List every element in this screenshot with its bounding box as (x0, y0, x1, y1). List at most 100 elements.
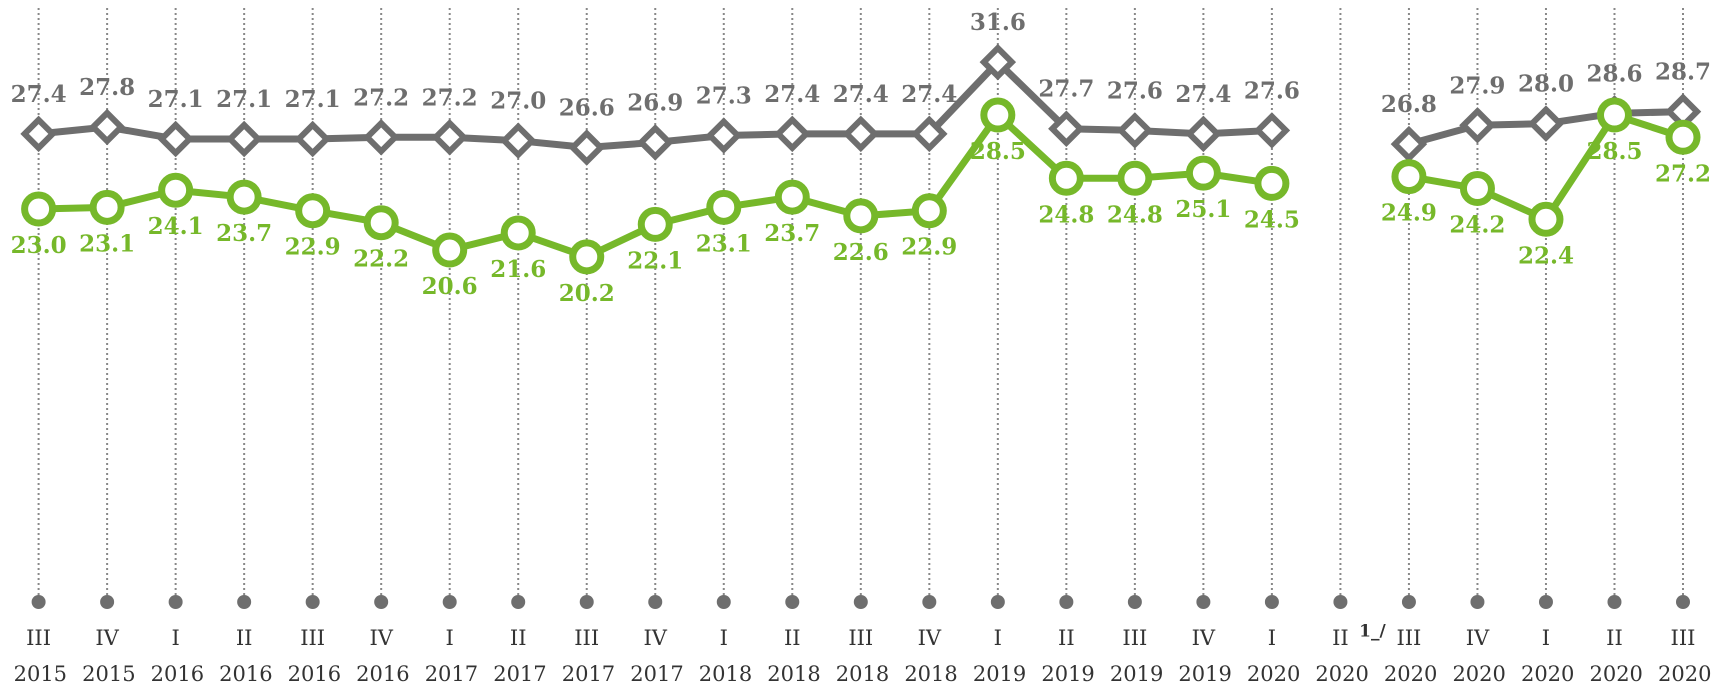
marker (225, 120, 263, 158)
data-label: 20.6 (422, 273, 478, 300)
marker (1254, 165, 1290, 201)
data-label: 23.1 (79, 230, 135, 257)
x-tick-label: II 2020 (1315, 626, 1369, 686)
marker (911, 193, 947, 229)
marker (1253, 112, 1291, 149)
marker (980, 97, 1016, 133)
x-tick-label: II 2017 (493, 626, 547, 686)
data-label: 27.3 (696, 83, 752, 110)
data-label: 27.4 (11, 81, 67, 108)
guide-dot (31, 595, 46, 609)
x-tick-label: IV 2020 (1452, 626, 1506, 686)
data-label: 24.9 (1381, 200, 1437, 227)
data-label: 26.9 (627, 89, 683, 116)
marker (294, 120, 331, 158)
data-label: 28.6 (1586, 60, 1642, 87)
marker (157, 120, 194, 158)
guide-dot (1401, 595, 1416, 609)
data-label: 23.1 (696, 230, 752, 257)
guide-dot (922, 595, 937, 609)
guide-dot (100, 595, 115, 609)
data-label: 31.6 (970, 9, 1026, 36)
guide-dot (1470, 595, 1485, 609)
x-tick-label: III 2020 (1383, 626, 1438, 686)
marker (1596, 97, 1632, 133)
x-tick-label: III 2016 (287, 626, 342, 686)
data-label: 24.2 (1449, 212, 1505, 239)
data-label: 25.1 (1175, 196, 1231, 223)
marker (88, 108, 126, 146)
data-label: 26.6 (559, 95, 615, 122)
x-tick-label: III 2017 (561, 626, 616, 686)
guide-dot (1538, 595, 1553, 609)
guide-dot (1607, 595, 1622, 609)
x-tick-label: I 2016 (150, 626, 205, 686)
marker (432, 232, 468, 268)
x-tick-label: III 2019 (1109, 626, 1164, 686)
data-label: 24.5 (1244, 206, 1300, 233)
x-tick-label: III 2015 (13, 626, 68, 686)
guide-dot (648, 595, 663, 609)
marker (569, 239, 605, 275)
marker (706, 189, 742, 225)
marker (20, 115, 57, 153)
data-label: 24.8 (1038, 201, 1094, 228)
data-label: 27.8 (79, 74, 135, 101)
marker (705, 117, 743, 154)
x-tick-label: III 2020 (1658, 626, 1712, 686)
guide-dot (442, 595, 457, 609)
guide-dot (305, 595, 320, 609)
data-label: 22.9 (901, 234, 957, 261)
data-label: 22.6 (833, 239, 889, 266)
x-tick-label: IV 2016 (356, 626, 410, 686)
guide-dot (168, 595, 183, 609)
marker (226, 179, 262, 215)
marker (774, 115, 811, 153)
guide-dot (1264, 595, 1279, 609)
x-tick-label: IV 2015 (82, 626, 136, 686)
data-label: 27.6 (1107, 77, 1163, 104)
marker (843, 198, 879, 234)
data-label: 22.1 (627, 247, 683, 274)
marker (842, 115, 880, 153)
marker (637, 124, 674, 161)
guide-dot (853, 595, 868, 609)
marker (21, 191, 57, 227)
marker (499, 122, 537, 159)
x-tick-label: I 2018 (698, 626, 753, 686)
data-label: 27.2 (1655, 160, 1711, 187)
x-tick-label: II 2018 (767, 626, 821, 686)
marker (1528, 201, 1564, 237)
marker (1459, 107, 1496, 144)
data-label: 23.0 (11, 232, 67, 259)
guide-dot (511, 595, 526, 609)
data-label: 20.2 (559, 280, 615, 307)
marker (1527, 105, 1565, 142)
guide-dot (374, 595, 389, 609)
marker (500, 215, 536, 251)
data-label: 23.7 (764, 220, 820, 247)
marker (1117, 160, 1153, 196)
guide-dot (1127, 595, 1142, 609)
marker (979, 43, 1017, 81)
data-label: 27.4 (901, 81, 957, 108)
guide-dot (579, 595, 594, 609)
data-label: 27.6 (1244, 77, 1300, 104)
data-label: 23.7 (216, 220, 272, 247)
guide-dot (1059, 595, 1074, 609)
data-label: 27.7 (1038, 76, 1094, 103)
data-label: 27.4 (764, 81, 820, 108)
x-tick-label: IV 2019 (1178, 626, 1232, 686)
guide-dot (990, 595, 1005, 609)
guide-dot (1196, 595, 1211, 609)
data-label: 28.7 (1655, 59, 1711, 86)
guide-dot (1676, 595, 1690, 609)
guide-dot (237, 595, 252, 609)
x-tick-label: I 2017 (424, 626, 479, 686)
marker (362, 119, 400, 156)
marker (158, 172, 194, 208)
data-label: 27.2 (422, 84, 478, 111)
marker (363, 205, 399, 241)
x-tick-label: I 2020 (1520, 626, 1575, 686)
data-label: 24.1 (148, 213, 204, 240)
